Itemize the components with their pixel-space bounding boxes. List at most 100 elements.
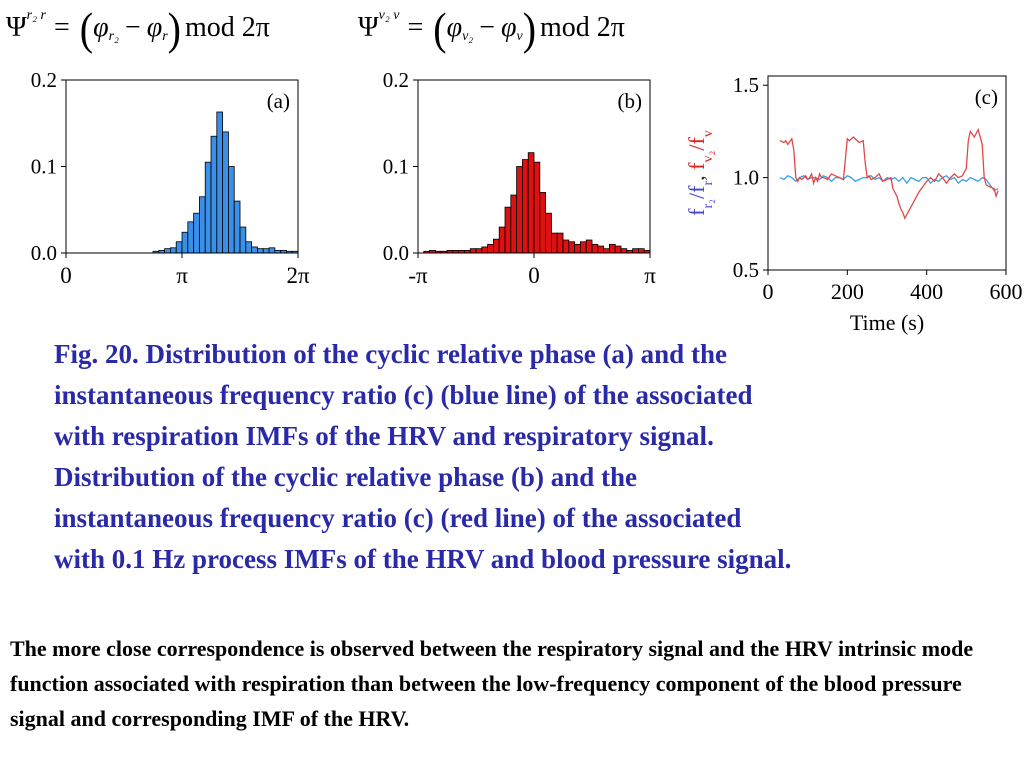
histogram-bar bbox=[510, 194, 518, 254]
caption-line: instantaneous frequency ratio (c) (blue … bbox=[54, 380, 753, 410]
conclusion-text: The more close correspondence is observe… bbox=[10, 636, 974, 731]
histogram-b: 0.0 0.1 0.2 -π 0 π (b) bbox=[383, 68, 656, 288]
histogram-bar bbox=[562, 239, 570, 254]
formula-mod: mod 2π bbox=[540, 12, 625, 43]
formula-lhs: Ψ bbox=[358, 12, 379, 43]
panel-label: (b) bbox=[618, 89, 643, 113]
histogram-bar bbox=[262, 248, 270, 254]
histogram-bar bbox=[251, 246, 258, 254]
formula-paren-open: ( bbox=[79, 2, 94, 54]
histogram-bar bbox=[551, 232, 558, 254]
formula-paren-close: ) bbox=[522, 2, 537, 54]
x-tick-label: 200 bbox=[831, 279, 864, 304]
histogram-bar bbox=[638, 248, 645, 254]
histogram-bar bbox=[527, 152, 535, 254]
histogram-bar bbox=[591, 243, 599, 254]
histogram-bar bbox=[516, 166, 523, 254]
formula-equals: = bbox=[53, 12, 70, 43]
caption-line: Fig. 20. Distribution of the cyclic rela… bbox=[54, 339, 727, 369]
histogram-bar bbox=[545, 212, 552, 254]
histogram-bar bbox=[614, 245, 622, 254]
histogram-bar bbox=[609, 243, 616, 254]
x-tick-label: 0 bbox=[60, 263, 72, 288]
y-tick-label: 0.2 bbox=[383, 68, 409, 92]
x-tick-label: 0 bbox=[763, 279, 774, 304]
formula-paren-close: ) bbox=[167, 2, 181, 54]
y-axis-label-subscript: r₂ bbox=[701, 199, 716, 209]
histogram-bar bbox=[199, 196, 206, 254]
histogram-bar bbox=[475, 248, 483, 254]
histogram-bar bbox=[187, 221, 195, 254]
x-axis-label: Time (s) bbox=[850, 310, 924, 335]
histogram-bar bbox=[469, 248, 477, 254]
x-tick-label: 0 bbox=[528, 263, 540, 288]
caption-line: with 0.1 Hz process IMFs of the HRV and … bbox=[54, 544, 792, 574]
y-axis-label-part: f bbox=[684, 208, 709, 216]
formula-mod: mod 2π bbox=[184, 12, 270, 43]
figure-caption: Fig. 20. Distribution of the cyclic rela… bbox=[54, 334, 1004, 580]
formula-paren-open: ( bbox=[433, 2, 447, 54]
histogram-bar bbox=[574, 243, 581, 254]
panel-label: (c) bbox=[975, 85, 998, 109]
histogram-bar bbox=[164, 248, 171, 254]
histogram-bar bbox=[245, 241, 253, 254]
x-tick-label: 600 bbox=[990, 279, 1023, 304]
histogram-bar bbox=[585, 239, 593, 254]
caption-line: instantaneous frequency ratio (c) (red l… bbox=[54, 503, 742, 533]
formula-superscript: r₂ r bbox=[26, 8, 46, 23]
plot-frame bbox=[65, 79, 299, 254]
y-axis-label-part: f bbox=[684, 162, 709, 170]
plot-frame bbox=[767, 75, 1007, 271]
histogram-bar bbox=[620, 248, 628, 254]
y-axis-label-part: , bbox=[684, 170, 709, 181]
histogram-bar bbox=[603, 248, 610, 254]
histogram-bar bbox=[233, 200, 241, 254]
histogram-bar bbox=[504, 206, 512, 254]
histogram-bar bbox=[481, 246, 489, 254]
y-axis-label-part: /f bbox=[684, 185, 709, 199]
y-axis-label: fr₂/fr, fv₂/fv bbox=[684, 130, 716, 216]
histogram-bar bbox=[228, 166, 235, 254]
y-axis-label-part: /f bbox=[684, 137, 709, 151]
y-tick-label: 1.5 bbox=[733, 73, 759, 97]
histogram-bar bbox=[568, 241, 576, 254]
histogram-bar bbox=[210, 135, 218, 254]
y-tick-label: 0.5 bbox=[733, 258, 759, 282]
histogram-bar bbox=[175, 241, 183, 254]
formula-superscript: v₂ v bbox=[378, 8, 400, 23]
y-axis-label-subscript: v₂ bbox=[701, 151, 716, 163]
histogram-bar bbox=[580, 241, 587, 254]
y-tick-label: 0.1 bbox=[31, 155, 57, 179]
formula-lhs: Ψ bbox=[6, 12, 27, 43]
histogram-bar bbox=[268, 247, 276, 254]
histogram-bar bbox=[487, 243, 494, 254]
histogram-bar bbox=[239, 226, 247, 254]
y-tick-label: 0.1 bbox=[383, 155, 409, 179]
series-line-red bbox=[779, 127, 999, 220]
histogram-bar bbox=[181, 231, 189, 254]
formula-sub-1: v₂ bbox=[462, 29, 474, 44]
y-axis-label-subscript: r bbox=[701, 181, 716, 186]
x-tick-label: -π bbox=[408, 263, 428, 288]
histogram-bar bbox=[493, 238, 500, 254]
formula-sub-2: v bbox=[516, 29, 523, 44]
panel-label: (a) bbox=[267, 89, 290, 113]
y-tick-label: 0.0 bbox=[31, 241, 57, 265]
histogram-a: 0.0 0.1 0.2 0 π 2π (a) bbox=[31, 68, 310, 288]
x-tick-label: 2π bbox=[286, 263, 310, 288]
formula-equals: = bbox=[407, 12, 424, 43]
formula-sub-1: r₂ bbox=[108, 29, 119, 44]
x-tick-label: π bbox=[176, 263, 188, 288]
y-tick-label: 0.2 bbox=[31, 68, 57, 92]
histogram-bar bbox=[539, 192, 547, 254]
histogram-bar bbox=[193, 212, 200, 254]
formula-sub-2: r bbox=[162, 29, 168, 44]
histogram-bar bbox=[222, 131, 229, 254]
y-axis-label-subscript: v bbox=[701, 130, 716, 137]
histogram-bar bbox=[597, 245, 605, 254]
histogram-bar bbox=[632, 248, 639, 254]
histogram-bar bbox=[522, 159, 529, 254]
